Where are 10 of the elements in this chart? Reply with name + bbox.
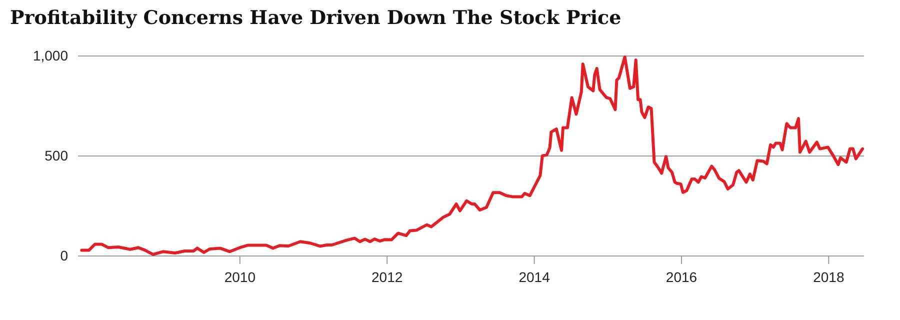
x-tick-label: 2012 xyxy=(372,268,403,285)
chart-title: Profitability Concerns Have Driven Down The Stock Price xyxy=(10,7,622,29)
y-tick-label: 500 xyxy=(44,147,68,164)
y-tick-label: 0 xyxy=(60,247,68,264)
y-tick-label: 1,000 xyxy=(32,47,68,64)
x-tick-label: 2016 xyxy=(666,268,698,285)
line-series xyxy=(80,56,864,256)
x-tick-label: 2010 xyxy=(224,268,256,285)
x-tick-label: 2014 xyxy=(518,268,550,285)
x-tick-label: 2018 xyxy=(813,268,844,285)
